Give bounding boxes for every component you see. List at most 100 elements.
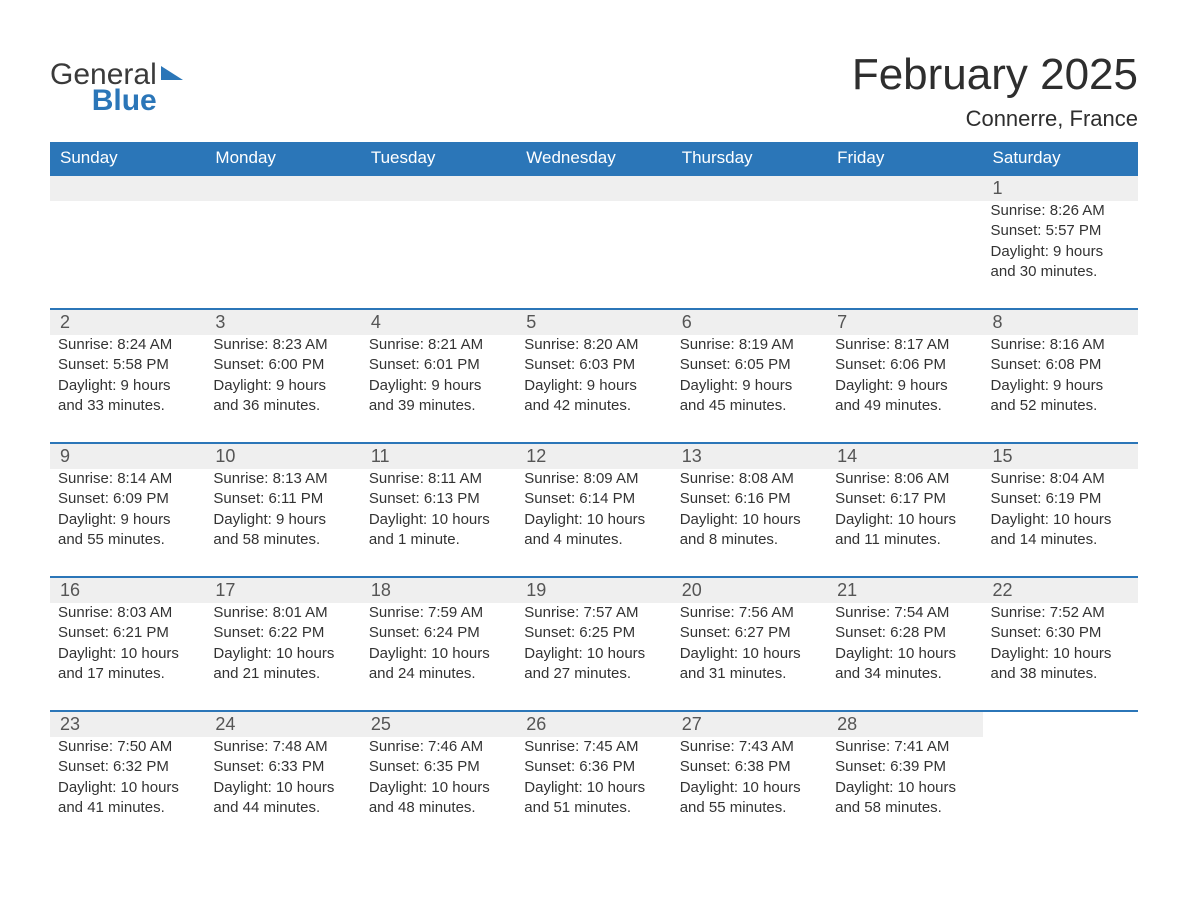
sunset-text: Sunset: 6:25 PM	[524, 623, 663, 643]
sunrise-text: Sunrise: 7:56 AM	[680, 603, 819, 623]
weekday-header: Tuesday	[361, 142, 516, 175]
day1-text: Daylight: 10 hours	[680, 644, 819, 664]
sunrise-text: Sunrise: 8:20 AM	[524, 335, 663, 355]
sunrise-text: Sunrise: 8:24 AM	[58, 335, 197, 355]
day-cell: Sunrise: 8:23 AMSunset: 6:00 PMDaylight:…	[205, 335, 360, 443]
sunrise-text: Sunrise: 8:13 AM	[213, 469, 352, 489]
day-number-cell: 7	[827, 309, 982, 335]
day2-text: and 58 minutes.	[213, 530, 352, 550]
weekday-header: Sunday	[50, 142, 205, 175]
day-number-cell	[361, 175, 516, 201]
day1-text: Daylight: 10 hours	[680, 778, 819, 798]
day-cell: Sunrise: 8:01 AMSunset: 6:22 PMDaylight:…	[205, 603, 360, 711]
day2-text: and 58 minutes.	[835, 798, 974, 818]
day-number-cell: 15	[983, 443, 1138, 469]
sunset-text: Sunset: 5:58 PM	[58, 355, 197, 375]
sunrise-text: Sunrise: 7:57 AM	[524, 603, 663, 623]
day-number-cell	[205, 175, 360, 201]
location-label: Connerre, France	[852, 106, 1138, 132]
day-cell: Sunrise: 8:24 AMSunset: 5:58 PMDaylight:…	[50, 335, 205, 443]
day2-text: and 38 minutes.	[991, 664, 1130, 684]
sunset-text: Sunset: 6:32 PM	[58, 757, 197, 777]
day1-text: Daylight: 10 hours	[58, 778, 197, 798]
day2-text: and 31 minutes.	[680, 664, 819, 684]
day-number-cell: 6	[672, 309, 827, 335]
sunrise-text: Sunrise: 8:19 AM	[680, 335, 819, 355]
day-number-cell: 28	[827, 711, 982, 737]
day-cell: Sunrise: 8:09 AMSunset: 6:14 PMDaylight:…	[516, 469, 671, 577]
sunrise-text: Sunrise: 8:08 AM	[680, 469, 819, 489]
sunset-text: Sunset: 6:38 PM	[680, 757, 819, 777]
sunset-text: Sunset: 6:27 PM	[680, 623, 819, 643]
day-number-cell: 22	[983, 577, 1138, 603]
day1-text: Daylight: 9 hours	[524, 376, 663, 396]
daynum-row: 16171819202122	[50, 577, 1138, 603]
daynum-row: 9101112131415	[50, 443, 1138, 469]
page-header: General Blue February 2025 Connerre, Fra…	[50, 50, 1138, 132]
day2-text: and 52 minutes.	[991, 396, 1130, 416]
day-cell: Sunrise: 7:43 AMSunset: 6:38 PMDaylight:…	[672, 737, 827, 844]
sunset-text: Sunset: 6:28 PM	[835, 623, 974, 643]
month-title: February 2025	[852, 50, 1138, 100]
day-cell: Sunrise: 7:59 AMSunset: 6:24 PMDaylight:…	[361, 603, 516, 711]
day2-text: and 48 minutes.	[369, 798, 508, 818]
sunrise-text: Sunrise: 7:43 AM	[680, 737, 819, 757]
day2-text: and 8 minutes.	[680, 530, 819, 550]
sunset-text: Sunset: 6:30 PM	[991, 623, 1130, 643]
day2-text: and 21 minutes.	[213, 664, 352, 684]
day1-text: Daylight: 10 hours	[369, 644, 508, 664]
sunrise-text: Sunrise: 8:04 AM	[991, 469, 1130, 489]
weekday-header: Friday	[827, 142, 982, 175]
sunrise-text: Sunrise: 8:09 AM	[524, 469, 663, 489]
sunset-text: Sunset: 6:08 PM	[991, 355, 1130, 375]
day2-text: and 51 minutes.	[524, 798, 663, 818]
day-number-cell: 11	[361, 443, 516, 469]
day-number-cell: 12	[516, 443, 671, 469]
sunrise-text: Sunrise: 7:50 AM	[58, 737, 197, 757]
day-cell: Sunrise: 8:16 AMSunset: 6:08 PMDaylight:…	[983, 335, 1138, 443]
sunrise-text: Sunrise: 7:54 AM	[835, 603, 974, 623]
sunset-text: Sunset: 6:16 PM	[680, 489, 819, 509]
day-number-cell: 13	[672, 443, 827, 469]
sunset-text: Sunset: 6:33 PM	[213, 757, 352, 777]
sunrise-text: Sunrise: 8:17 AM	[835, 335, 974, 355]
day-number-cell: 23	[50, 711, 205, 737]
sunrise-text: Sunrise: 8:14 AM	[58, 469, 197, 489]
week-content-row: Sunrise: 8:14 AMSunset: 6:09 PM Daylight:…	[50, 469, 1138, 577]
day1-text: Daylight: 10 hours	[213, 778, 352, 798]
day1-text: Daylight: 10 hours	[213, 644, 352, 664]
day2-text: and 55 minutes.	[58, 530, 197, 550]
day-cell	[516, 201, 671, 309]
day1-text: Daylight: 9 hours	[213, 510, 352, 530]
day-number-cell	[827, 175, 982, 201]
sunset-text: Sunset: 6:17 PM	[835, 489, 974, 509]
logo: General Blue	[50, 50, 183, 116]
day-cell: Sunrise: 7:46 AMSunset: 6:35 PMDaylight:…	[361, 737, 516, 844]
weekday-header-row: Sunday Monday Tuesday Wednesday Thursday…	[50, 142, 1138, 175]
weekday-header: Saturday	[983, 142, 1138, 175]
day-cell: Sunrise: 7:57 AMSunset: 6:25 PMDaylight:…	[516, 603, 671, 711]
day-cell: Sunrise: 8:20 AMSunset: 6:03 PMDaylight:…	[516, 335, 671, 443]
sunset-text: Sunset: 6:05 PM	[680, 355, 819, 375]
day-cell: Sunrise: 8:04 AMSunset: 6:19 PMDaylight:…	[983, 469, 1138, 577]
day-number-cell	[672, 175, 827, 201]
sunset-text: Sunset: 6:09 PM	[58, 489, 197, 509]
day2-text: and 30 minutes.	[991, 262, 1130, 282]
day1-text: Daylight: 10 hours	[524, 644, 663, 664]
day-cell: Sunrise: 7:54 AMSunset: 6:28 PMDaylight:…	[827, 603, 982, 711]
day2-text: and 42 minutes.	[524, 396, 663, 416]
day-cell: Sunrise: 7:50 AMSunset: 6:32 PMDaylight:…	[50, 737, 205, 844]
day-cell: Sunrise: 8:06 AMSunset: 6:17 PMDaylight:…	[827, 469, 982, 577]
day-cell: Sunrise: 8:08 AMSunset: 6:16 PMDaylight:…	[672, 469, 827, 577]
day2-text: and 39 minutes.	[369, 396, 508, 416]
week-content-row: Sunrise: 7:50 AMSunset: 6:32 PMDaylight:…	[50, 737, 1138, 844]
day-cell	[827, 201, 982, 309]
day-number-cell: 18	[361, 577, 516, 603]
day-number-cell: 4	[361, 309, 516, 335]
day1-text: Daylight: 10 hours	[835, 778, 974, 798]
daynum-row: 1	[50, 175, 1138, 201]
sunrise-text: Sunrise: 7:48 AM	[213, 737, 352, 757]
sunrise-text: Sunrise: 7:41 AM	[835, 737, 974, 757]
day-cell: Sunrise: 7:48 AMSunset: 6:33 PMDaylight:…	[205, 737, 360, 844]
day1-text: Daylight: 10 hours	[524, 510, 663, 530]
